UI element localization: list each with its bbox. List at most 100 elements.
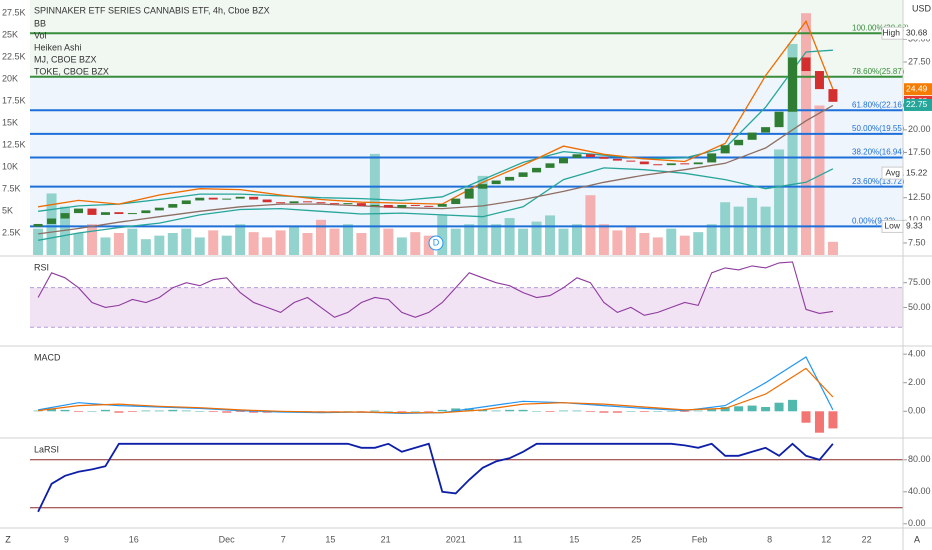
candle xyxy=(370,204,380,206)
corner-button[interactable]: A xyxy=(914,534,920,544)
x-tick-label: 22 xyxy=(862,534,872,544)
histogram-bar xyxy=(734,406,744,412)
volume-bar xyxy=(194,237,205,255)
price-tag-label-box xyxy=(881,219,904,233)
candle xyxy=(195,197,205,201)
volume-bar xyxy=(733,206,744,255)
volume-bar xyxy=(316,219,326,255)
y2-tick-label: 12.5K xyxy=(2,139,26,149)
dividend-marker[interactable] xyxy=(428,235,444,251)
histogram-bar xyxy=(599,411,609,413)
candle xyxy=(356,203,366,206)
legend-entry[interactable]: Vol xyxy=(34,30,47,40)
y2-tick-label: 27.5K xyxy=(2,8,26,18)
candle xyxy=(208,197,218,200)
fib-label: 100.00%(30.68) xyxy=(852,23,909,32)
volume-bar xyxy=(477,175,488,255)
indicator-line xyxy=(37,442,834,513)
candle xyxy=(154,207,164,211)
fib-zone xyxy=(30,157,903,187)
overlay-line xyxy=(38,104,834,235)
y-tick-label: 20.00 xyxy=(908,124,931,134)
histogram-bar xyxy=(33,410,43,412)
y-tick-label: 27.50 xyxy=(908,56,931,66)
fib-zones xyxy=(30,0,903,328)
legend-entry[interactable]: TOKE, CBOE BZX xyxy=(34,66,109,76)
candle xyxy=(747,132,757,140)
price-tag-value: 30.68 xyxy=(906,27,928,37)
y-tick-label: 17.50 xyxy=(908,147,931,157)
fib-zone xyxy=(30,33,903,77)
y2-tick-label: 20K xyxy=(2,74,18,84)
histogram-bar xyxy=(559,410,568,412)
candle xyxy=(761,127,771,133)
plot: 9 16 Dec 7 15 21 2021 11 15 25 Feb 8 12 22 100.00%(30.… xyxy=(2,8,931,545)
fib-label: 23.60%(13.72) xyxy=(852,177,905,186)
volume-bar xyxy=(100,237,111,255)
histogram-bar xyxy=(518,409,528,412)
histogram-bar xyxy=(410,411,420,412)
price-tag-value: 22.75 xyxy=(906,99,928,109)
y-tick-label: 2.00 xyxy=(908,377,926,387)
candle xyxy=(235,196,245,199)
candle xyxy=(559,157,568,164)
x-tick-label: 12 xyxy=(821,534,831,544)
corner-button[interactable]: Z xyxy=(5,534,11,544)
volume-bar xyxy=(208,230,219,255)
volume-bar xyxy=(464,224,475,255)
volume-bar xyxy=(545,215,556,255)
histogram-bar xyxy=(626,411,636,412)
price-tag-label-box xyxy=(881,166,904,180)
histogram-bar xyxy=(666,411,676,412)
legend-entry[interactable]: BB xyxy=(34,18,46,28)
legend-entry[interactable]: MJ, CBOE BZX xyxy=(34,54,97,64)
y2-tick-label: 2.5K xyxy=(2,227,21,237)
price-tag xyxy=(904,27,932,40)
y-tick-label: 80.00 xyxy=(908,454,931,464)
volume-bar xyxy=(814,105,825,255)
band xyxy=(30,287,903,328)
candle xyxy=(464,188,474,199)
volume-bar xyxy=(625,226,636,255)
fib-zone xyxy=(30,133,903,158)
histogram-bar xyxy=(222,411,232,413)
histogram-bar xyxy=(60,409,70,412)
legend-entry[interactable]: Heiken Ashi xyxy=(34,42,82,52)
y2-tick-label: 17.5K xyxy=(2,95,26,105)
histogram-bar xyxy=(127,411,137,412)
volume-bar xyxy=(491,224,502,255)
histogram-bar xyxy=(653,411,663,412)
histogram-bar xyxy=(100,409,110,412)
candle xyxy=(316,202,326,204)
volume-bar xyxy=(342,224,353,255)
candle xyxy=(168,204,178,208)
candle xyxy=(693,162,703,165)
volume-bar xyxy=(558,228,569,255)
fib-label: 50.00%(19.55) xyxy=(852,124,905,133)
volume-bar xyxy=(518,228,529,255)
volume-bar xyxy=(437,215,448,255)
histogram-bar xyxy=(478,409,488,412)
histogram-bar xyxy=(545,411,555,412)
candle xyxy=(100,212,110,215)
candle xyxy=(276,202,286,204)
histogram-bar xyxy=(774,402,784,412)
y-tick-label: 0.00 xyxy=(908,406,926,416)
x-tick-label: 7 xyxy=(281,534,286,544)
panel-title: LaRSI xyxy=(34,444,59,454)
histogram-bar xyxy=(761,407,771,412)
volume-bar xyxy=(396,237,407,255)
histogram-bar xyxy=(814,411,824,433)
volume-bar xyxy=(423,235,434,255)
candle xyxy=(410,204,420,206)
histogram-bar xyxy=(397,411,407,412)
candle xyxy=(572,154,582,158)
candle xyxy=(666,163,676,166)
histogram-bar xyxy=(168,409,178,412)
y2-tick-label: 10K xyxy=(2,161,18,171)
candle xyxy=(599,156,609,159)
fib-zone xyxy=(30,110,903,134)
volume-bar xyxy=(262,237,273,255)
price-tag-label: Avg xyxy=(886,167,901,177)
